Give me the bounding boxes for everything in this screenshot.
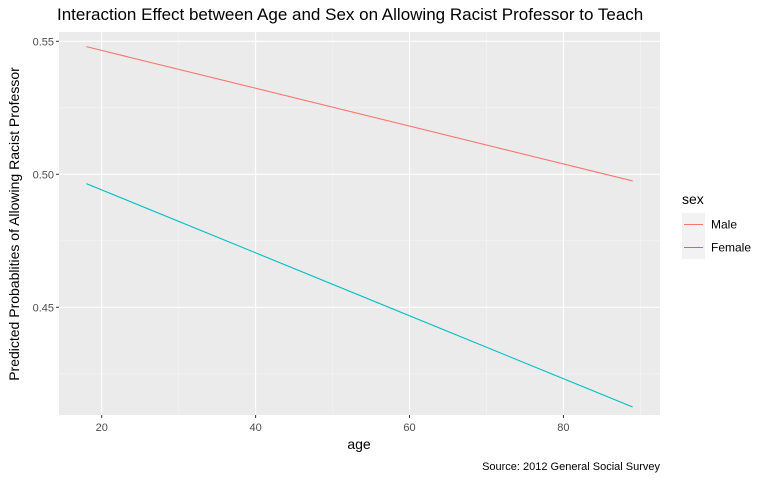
y-axis-title: Predicted Probablities of Allowing Racis…: [6, 67, 22, 381]
x-tick-label: 60: [403, 422, 415, 434]
minor-gridlines: [59, 32, 660, 415]
legend: sex Male Female: [682, 191, 751, 259]
series-line-female: [86, 183, 633, 408]
chart-title: Interaction Effect between Age and Sex o…: [57, 5, 643, 24]
series-lines: [86, 46, 633, 408]
y-tick-label: 0.55: [33, 36, 54, 48]
x-axis-title: age: [347, 436, 371, 452]
series-line-male: [86, 46, 633, 182]
y-axis: 0.45 0.50 0.55: [33, 36, 59, 314]
legend-title: sex: [682, 191, 704, 207]
plot-panel: [59, 32, 660, 415]
legend-label-male: Male: [711, 218, 737, 232]
legend-label-female: Female: [711, 241, 751, 255]
x-axis: 20 40 60 80: [96, 415, 570, 434]
y-tick-label: 0.45: [33, 302, 54, 314]
caption: Source: 2012 General Social Survey: [482, 461, 660, 473]
x-tick-label: 20: [96, 422, 108, 434]
y-tick-label: 0.50: [33, 169, 54, 181]
major-gridlines: [59, 32, 660, 415]
x-tick-label: 80: [557, 422, 569, 434]
x-tick-label: 40: [249, 422, 261, 434]
